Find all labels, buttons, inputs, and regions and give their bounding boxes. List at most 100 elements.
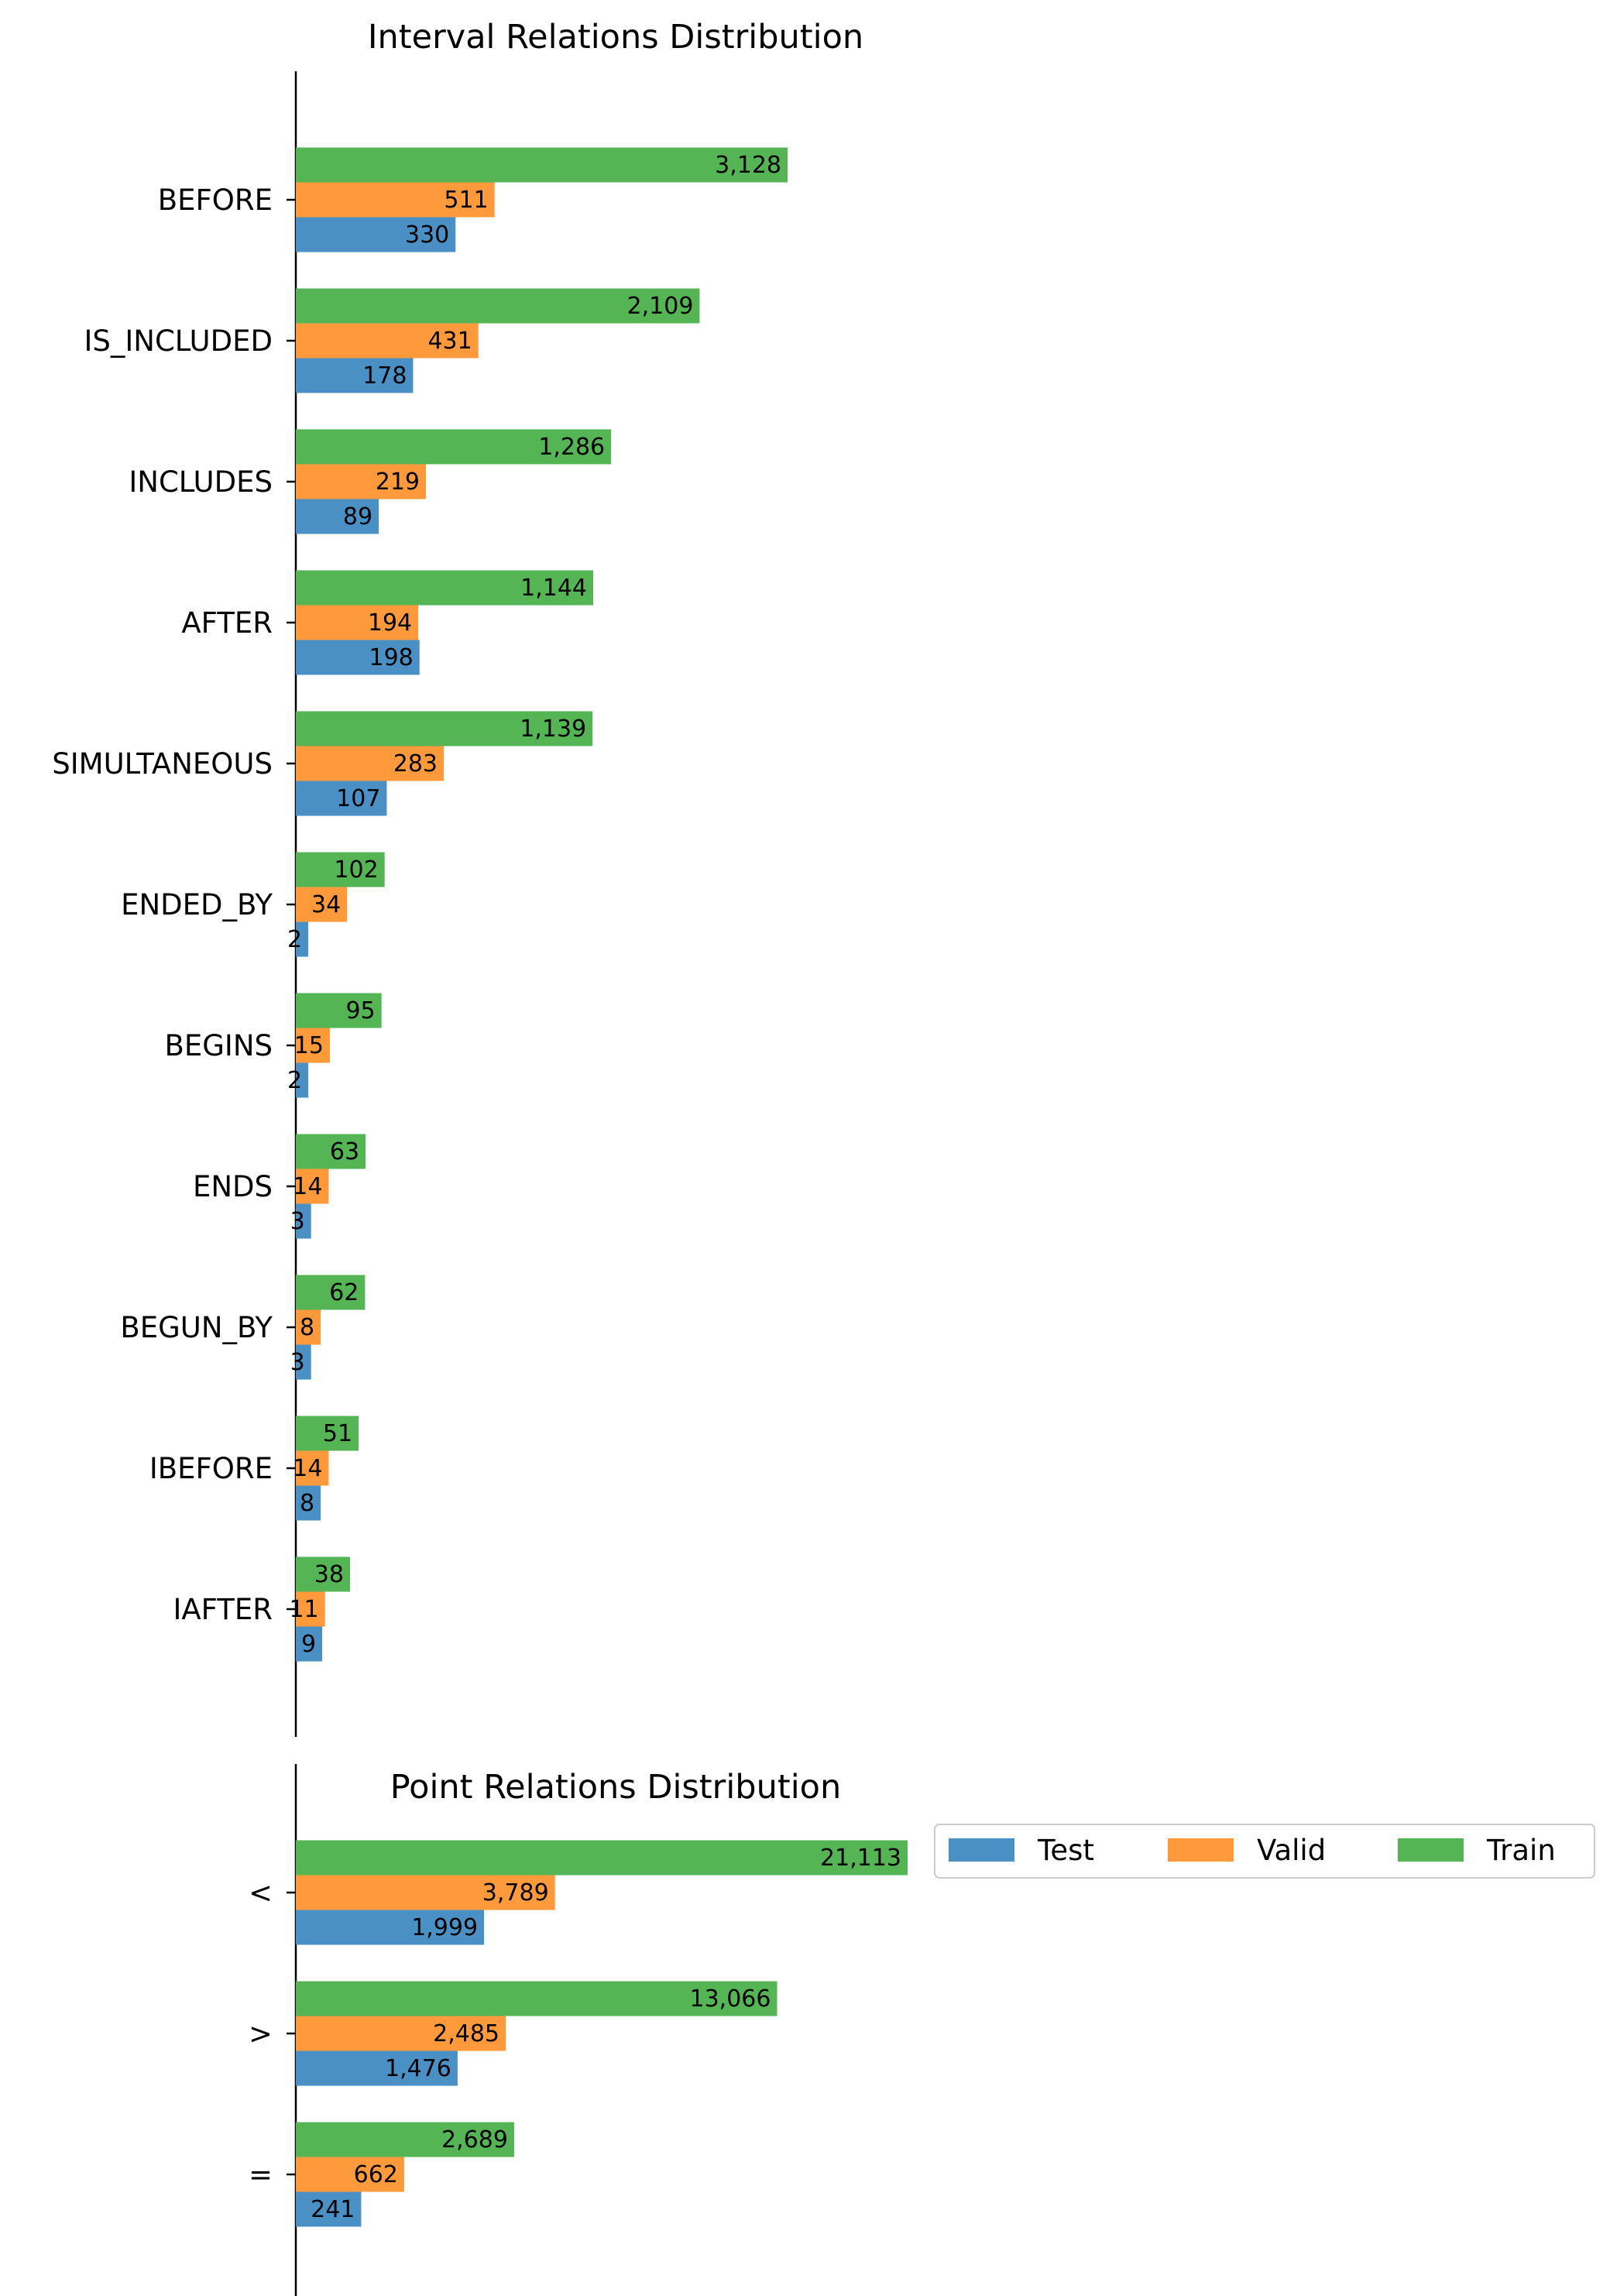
- chart-title: Interval Relations Distribution: [368, 18, 863, 57]
- data-label: 62: [329, 1279, 359, 1306]
- legend-label-test: Test: [1037, 1834, 1094, 1867]
- bar-train: [296, 570, 594, 606]
- data-label: 1,476: [385, 2055, 451, 2082]
- legend: Test Valid Train: [934, 1824, 1595, 1879]
- data-label: 511: [444, 187, 488, 214]
- legend-frame: [934, 1824, 1595, 1879]
- bar-train: [296, 2122, 514, 2157]
- bar-valid: [296, 746, 445, 781]
- bar-valid: [296, 182, 495, 218]
- data-label: 1,139: [520, 716, 586, 743]
- bar-valid: [296, 1309, 321, 1345]
- bar-train: [296, 1416, 359, 1451]
- data-label: 107: [336, 785, 380, 812]
- bar-test: [296, 499, 379, 534]
- bar-test: [296, 1203, 311, 1239]
- data-label: 194: [368, 609, 412, 637]
- data-label: 14: [293, 1173, 322, 1200]
- data-label: 21,113: [820, 1845, 901, 1872]
- chart-0: Interval Relations Distribution BEFORE 330…: [52, 18, 863, 1737]
- bar-train: [296, 1840, 908, 1876]
- bar-train: [296, 852, 385, 887]
- data-label: 14: [293, 1455, 322, 1482]
- bar-valid: [296, 2016, 506, 2051]
- bar-valid: [296, 887, 348, 922]
- y-tick-label: AFTER: [181, 606, 273, 640]
- data-label: 51: [323, 1420, 352, 1447]
- data-label: 3: [290, 1208, 305, 1235]
- data-label: 63: [330, 1138, 359, 1165]
- data-label: 283: [393, 750, 438, 777]
- bar-test: [296, 1485, 321, 1521]
- legend-swatch-test: [949, 1838, 1014, 1862]
- y-tick-label: IS_INCLUDED: [84, 324, 273, 358]
- bar-valid: [296, 1591, 325, 1627]
- data-label: 2,485: [433, 2020, 499, 2047]
- bar-train: [296, 288, 700, 324]
- legend-swatch-train: [1398, 1838, 1464, 1862]
- data-label: 1,144: [520, 575, 587, 602]
- data-label: 89: [343, 503, 372, 530]
- y-tick-label: <: [249, 1876, 273, 1910]
- bar-train: [296, 429, 612, 465]
- data-label: 8: [300, 1490, 314, 1517]
- bar-valid: [296, 1169, 329, 1204]
- bar-test: [296, 2051, 458, 2086]
- data-label: 102: [334, 856, 378, 884]
- bar-valid: [296, 464, 427, 499]
- y-tick-label: BEFORE: [158, 184, 273, 217]
- bar-test: [296, 640, 420, 675]
- bar-test: [296, 921, 309, 957]
- bar-train: [296, 1981, 777, 2016]
- data-label: 2,109: [627, 293, 694, 320]
- data-label: 3: [290, 1349, 305, 1376]
- y-tick-label: INCLUDES: [129, 465, 273, 499]
- bar-test: [296, 2191, 362, 2227]
- bar-valid: [296, 1028, 330, 1063]
- bar-valid: [296, 2157, 404, 2192]
- y-tick-label: =: [249, 2158, 273, 2191]
- data-label: 38: [314, 1561, 344, 1588]
- data-label: 2: [287, 1067, 302, 1094]
- legend-label-valid: Valid: [1257, 1834, 1326, 1867]
- data-label: 178: [362, 362, 407, 390]
- data-label: 3,789: [482, 1879, 549, 1906]
- bar-test: [296, 1626, 323, 1662]
- bar-train: [296, 1275, 366, 1310]
- data-label: 1,999: [411, 1914, 478, 1941]
- data-label: 241: [311, 2196, 355, 2223]
- data-label: 11: [289, 1596, 318, 1623]
- bar-train: [296, 993, 382, 1028]
- data-label: 330: [405, 221, 449, 249]
- y-tick-label: IBEFORE: [149, 1452, 273, 1485]
- chart-title: Point Relations Distribution: [390, 1768, 841, 1807]
- data-label: 3,128: [715, 152, 781, 179]
- data-label: 431: [427, 328, 472, 355]
- bar-test: [296, 1062, 309, 1098]
- data-label: 9: [301, 1631, 316, 1658]
- y-tick-label: BEGUN_BY: [120, 1311, 273, 1344]
- bar-train: [296, 1556, 350, 1592]
- y-tick-label: >: [249, 2017, 273, 2051]
- data-label: 15: [294, 1032, 324, 1059]
- bar-test: [296, 781, 387, 816]
- data-label: 198: [369, 644, 413, 671]
- y-tick-label: BEGINS: [164, 1029, 273, 1062]
- data-label: 219: [376, 468, 420, 496]
- bar-valid: [296, 605, 419, 640]
- data-label: 95: [345, 997, 375, 1024]
- data-label: 8: [300, 1314, 314, 1341]
- bar-test: [296, 358, 414, 393]
- data-label: 2: [287, 926, 302, 953]
- y-tick-label: ENDS: [193, 1170, 273, 1203]
- bar-test: [296, 217, 456, 252]
- y-tick-label: SIMULTANEOUS: [52, 747, 273, 781]
- bar-test: [296, 1910, 485, 1945]
- data-label: 13,066: [689, 1985, 771, 2013]
- bar-train: [296, 147, 788, 183]
- legend-swatch-valid: [1168, 1838, 1234, 1862]
- bar-train: [296, 711, 593, 746]
- bar-train: [296, 1134, 366, 1169]
